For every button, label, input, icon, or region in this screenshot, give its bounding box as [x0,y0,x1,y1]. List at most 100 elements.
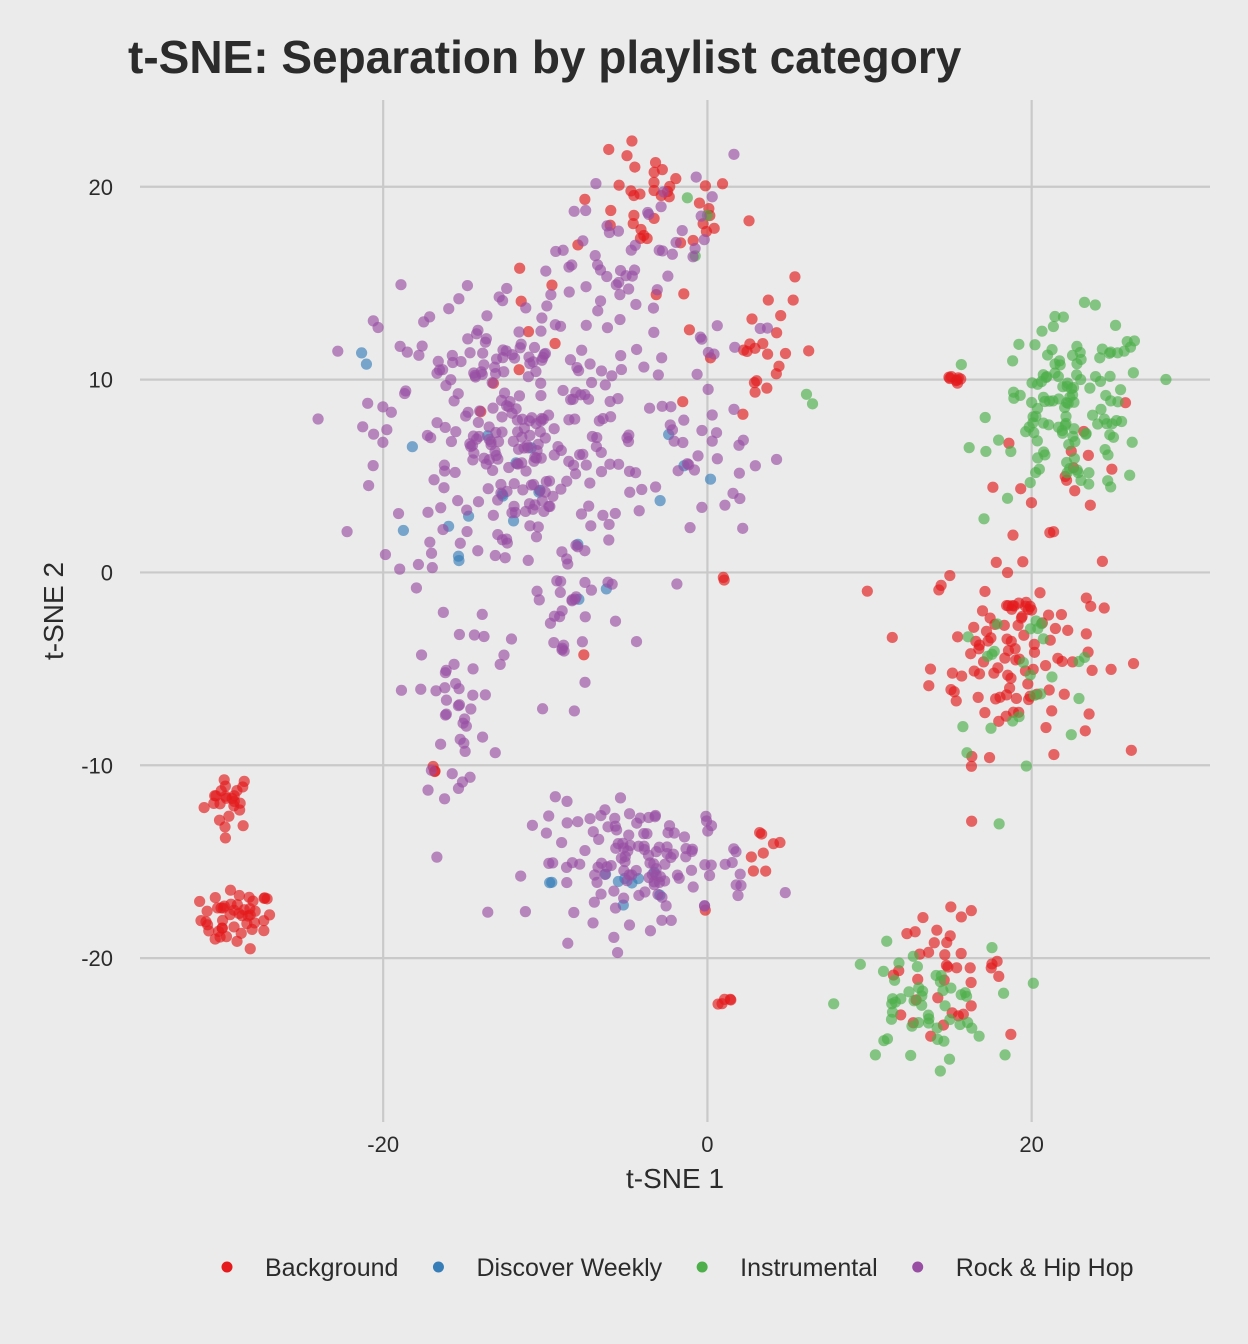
data-point [594,264,607,276]
data-point [535,389,547,402]
data-point [711,320,723,332]
data-point [664,419,676,431]
data-point [1118,345,1130,357]
data-point [412,558,425,571]
data-point [1089,370,1102,383]
data-point [1106,463,1118,475]
data-point [332,345,344,357]
data-point [1127,657,1140,670]
data-point [779,347,792,360]
data-point [218,774,230,786]
data-point [610,824,623,836]
data-point [960,990,973,1002]
data-point [579,844,591,857]
data-point [561,475,573,487]
data-point [686,845,698,857]
data-point [1056,424,1068,437]
data-point [237,820,249,832]
data-point [950,695,962,707]
data-point [422,506,434,518]
data-point [453,699,466,711]
data-point [233,889,245,902]
data-point [522,371,534,383]
data-point [660,900,672,912]
data-point [683,324,696,336]
data-point [997,987,1010,999]
data-point [599,379,611,391]
data-point [549,319,561,331]
data-point [612,225,625,237]
data-point [670,173,682,185]
data-point [934,976,947,988]
data-point [498,649,510,661]
data-point [561,795,573,807]
data-point [562,558,574,570]
data-point [515,870,527,882]
data-point [677,436,689,449]
data-point [1095,403,1107,415]
data-point [589,250,601,262]
data-point [618,865,630,877]
data-point [729,341,741,353]
data-point [1048,748,1060,761]
data-point [548,423,560,435]
data-point [530,531,543,543]
data-point [543,810,555,822]
data-point [228,921,240,933]
data-point [595,466,608,478]
data-point [437,523,449,536]
data-point [1031,378,1044,390]
data-point [534,426,546,438]
data-point [611,946,624,959]
data-point [1086,409,1099,421]
data-point [1052,652,1064,664]
data-point [952,631,964,643]
data-point [578,649,590,661]
data-point [474,405,486,417]
data-point [828,998,840,1010]
data-point [448,395,460,407]
data-point [706,409,718,421]
data-point [454,537,466,549]
data-point [1071,358,1083,370]
data-point [397,524,409,537]
data-point [576,344,588,356]
data-point [1040,721,1052,734]
data-point [566,259,578,271]
data-point [605,859,617,872]
data-point [605,204,617,217]
data-point [536,312,548,324]
data-point [1034,587,1046,599]
data-point [203,925,215,937]
data-point [1024,476,1036,489]
data-point [385,406,397,418]
data-point [1059,401,1071,414]
data-point [561,876,573,889]
data-point [1042,349,1054,361]
x-tick-label: 20 [1019,1132,1043,1157]
data-point [699,859,711,871]
data-point [893,957,905,969]
data-point [718,993,731,1005]
data-point [1112,396,1124,408]
data-point [440,664,452,676]
data-point [1127,367,1139,379]
data-point [497,344,509,356]
data-point [1071,340,1083,353]
data-point [773,360,785,372]
data-point [1105,663,1117,676]
legend-marker [221,1261,233,1273]
data-point [956,670,968,682]
data-point [652,369,664,381]
data-point [540,265,552,277]
data-point [461,279,474,292]
data-point [511,458,523,470]
data-point [737,522,749,534]
data-point [446,349,458,362]
data-point [623,808,636,820]
data-point [379,548,392,561]
data-point [1007,355,1019,367]
data-point [603,534,615,546]
data-point [708,222,720,234]
data-point [693,197,706,209]
